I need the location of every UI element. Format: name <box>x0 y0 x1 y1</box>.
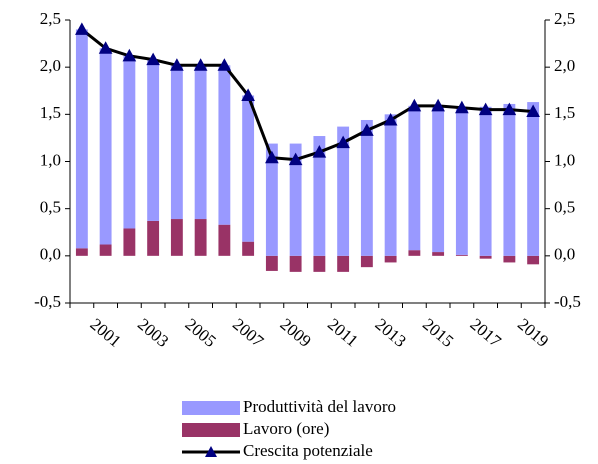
marker <box>502 102 517 116</box>
bar <box>289 255 302 272</box>
bar <box>432 252 445 256</box>
bar <box>408 105 421 251</box>
x-tick-label: 2013 <box>372 315 410 351</box>
marker <box>526 104 540 118</box>
y2-tick-label: 0,5 <box>554 198 575 217</box>
x-tick-label: 2003 <box>134 315 172 351</box>
bar <box>360 255 373 268</box>
y2-tick-label: 2,0 <box>554 56 575 75</box>
bar <box>384 255 397 263</box>
bar <box>242 241 255 256</box>
y-tick-label: -0,5 <box>34 292 61 311</box>
bar <box>503 103 516 256</box>
bar <box>360 119 373 256</box>
bar <box>479 255 492 259</box>
marker <box>455 100 469 114</box>
marker <box>217 58 232 71</box>
bar <box>455 107 468 255</box>
bar <box>265 255 278 271</box>
legend-label: Crescita potenziale <box>243 441 373 460</box>
marker <box>98 41 113 54</box>
x-tick-label: 2005 <box>182 315 220 351</box>
marker <box>146 52 160 66</box>
y2-tick-label: 0,0 <box>554 245 575 264</box>
y2-tick-label: 1,5 <box>554 103 575 122</box>
legend-label: Lavoro (ore) <box>243 419 329 438</box>
y-tick-label: 2,5 <box>40 9 61 28</box>
bar <box>337 255 350 272</box>
marker <box>288 152 303 166</box>
x-tick-label: 2011 <box>324 315 362 351</box>
bar <box>289 143 302 256</box>
bar <box>99 48 112 245</box>
marker <box>336 135 350 149</box>
x-tick-label: 2009 <box>277 315 315 351</box>
bar <box>408 250 421 256</box>
legend-label: Produttività del lavoro <box>243 397 396 416</box>
marker <box>122 48 137 62</box>
marker <box>170 58 184 71</box>
bar <box>265 143 278 256</box>
bar <box>75 248 88 256</box>
x-tick-label: 2001 <box>87 315 125 351</box>
x-tick-label: 2017 <box>467 315 506 352</box>
x-tick-label: 2007 <box>229 315 268 352</box>
marker <box>265 150 279 164</box>
bar <box>170 65 183 220</box>
marker <box>75 22 89 35</box>
bar <box>527 255 540 265</box>
bar <box>194 219 207 256</box>
marker <box>383 112 398 126</box>
marker <box>193 58 208 71</box>
bar <box>194 65 207 220</box>
bar <box>384 114 397 256</box>
x-tick-label: 2015 <box>419 315 457 351</box>
bar <box>170 219 183 256</box>
y-tick-label: 1,5 <box>40 103 61 122</box>
y2-tick-label: 1,0 <box>554 150 575 169</box>
bar <box>479 106 492 256</box>
legend-swatch <box>182 423 240 437</box>
y-tick-label: 0,0 <box>40 245 61 264</box>
bar <box>455 254 468 256</box>
bar <box>432 105 445 253</box>
bar <box>75 29 88 249</box>
y-tick-label: 0,5 <box>40 198 61 217</box>
bar <box>242 95 255 242</box>
bar <box>313 255 326 272</box>
marker <box>478 102 493 116</box>
bar <box>337 126 350 256</box>
y-tick-label: 1,0 <box>40 150 61 169</box>
marker <box>312 145 327 158</box>
bar <box>147 220 160 256</box>
legend-swatch <box>182 401 240 415</box>
x-tick-label: 2019 <box>514 315 552 351</box>
bar <box>527 102 540 256</box>
bar <box>313 136 326 256</box>
bar <box>123 228 136 256</box>
y-tick-label: 2,0 <box>40 56 61 75</box>
marker <box>241 88 255 101</box>
bar <box>503 255 516 263</box>
marker <box>360 123 374 136</box>
bar <box>218 65 231 225</box>
bar <box>218 224 231 256</box>
bar <box>123 55 136 229</box>
legend-marker <box>205 446 217 457</box>
marker <box>407 98 422 112</box>
bar <box>147 59 160 221</box>
y2-tick-label: -0,5 <box>554 292 581 311</box>
y2-tick-label: 2,5 <box>554 9 575 28</box>
bar <box>99 244 112 256</box>
marker <box>431 98 445 112</box>
